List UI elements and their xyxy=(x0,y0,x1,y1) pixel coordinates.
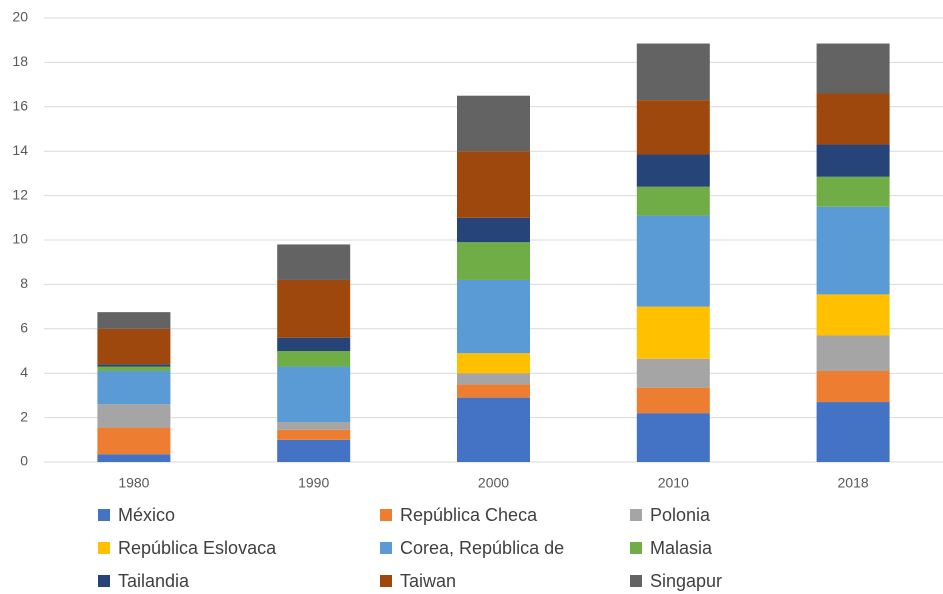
bar-segment xyxy=(457,373,530,385)
bar-segment xyxy=(277,337,351,351)
bar-segment xyxy=(277,439,351,462)
bar-segment xyxy=(277,279,351,338)
bar-segment xyxy=(457,353,530,374)
bar-segment xyxy=(97,364,171,367)
bar-segment xyxy=(816,206,890,295)
y-tick-label: 12 xyxy=(12,186,28,202)
y-tick-label: 2 xyxy=(20,408,28,424)
bar-segment xyxy=(636,43,710,101)
x-tick-label: 1990 xyxy=(298,475,329,491)
bar-segment xyxy=(277,244,351,280)
bar-segment xyxy=(277,351,351,367)
legend-swatch xyxy=(98,509,110,521)
bar-segment xyxy=(636,306,710,359)
bar-segment xyxy=(97,312,171,329)
legend-label: Malasia xyxy=(650,538,713,558)
bar-segment xyxy=(636,186,710,216)
legend-swatch xyxy=(630,575,642,587)
y-tick-label: 10 xyxy=(12,231,28,247)
y-tick-label: 8 xyxy=(20,275,28,291)
legend-label: República Eslovaca xyxy=(118,538,277,558)
legend-swatch xyxy=(380,575,392,587)
legend-label: México xyxy=(118,505,175,525)
bar-segment xyxy=(97,366,171,371)
bar-segment xyxy=(816,176,890,207)
y-tick-label: 20 xyxy=(12,9,28,25)
legend-label: Taiwan xyxy=(400,571,456,591)
bar-segment xyxy=(457,384,530,398)
legend-label: Singapur xyxy=(650,571,722,591)
bar-segment xyxy=(636,100,710,155)
bar-segment xyxy=(636,215,710,307)
x-tick-label: 2000 xyxy=(478,475,509,491)
bar-segment xyxy=(277,422,351,430)
bar-segment xyxy=(457,242,530,280)
legend-swatch xyxy=(630,542,642,554)
x-tick-label: 2018 xyxy=(838,475,869,491)
y-tick-label: 18 xyxy=(12,53,28,69)
bar-segment xyxy=(816,370,890,403)
y-tick-label: 4 xyxy=(20,364,28,380)
y-tick-label: 16 xyxy=(12,98,28,114)
bar-segment xyxy=(97,328,171,365)
bar-segment xyxy=(816,93,890,145)
bar-segment xyxy=(97,454,171,462)
y-tick-label: 6 xyxy=(20,320,28,336)
bar-segment xyxy=(816,144,890,177)
legend-label: República Checa xyxy=(400,505,538,525)
x-tick-label: 1980 xyxy=(118,475,149,491)
legend-swatch xyxy=(630,509,642,521)
bar-segment xyxy=(457,397,530,462)
bar-segment xyxy=(816,294,890,336)
legend-swatch xyxy=(98,542,110,554)
legend-swatch xyxy=(380,509,392,521)
legend-label: Corea, República de xyxy=(400,538,564,558)
bar-segment xyxy=(457,217,530,243)
bar-segment xyxy=(816,402,890,462)
bar-segment xyxy=(97,427,171,455)
bar-segment xyxy=(636,387,710,414)
legend-swatch xyxy=(380,542,392,554)
bar-segment xyxy=(457,279,530,354)
bar-segment xyxy=(636,154,710,187)
bar-segment xyxy=(97,370,171,405)
bar-segment xyxy=(816,43,890,94)
bar-segment xyxy=(636,358,710,388)
legend-label: Tailandia xyxy=(118,571,190,591)
legend-swatch xyxy=(98,575,110,587)
bar-segment xyxy=(457,151,530,218)
y-tick-label: 14 xyxy=(12,142,28,158)
bar-segment xyxy=(636,413,710,462)
bar-segment xyxy=(457,95,530,152)
legend-label: Polonia xyxy=(650,505,711,525)
bar-segment xyxy=(816,335,890,371)
x-tick-label: 2010 xyxy=(658,475,689,491)
bar-segment xyxy=(277,429,351,440)
y-tick-label: 0 xyxy=(20,453,28,469)
bar-segment xyxy=(277,366,351,423)
bar-segment xyxy=(97,404,171,428)
